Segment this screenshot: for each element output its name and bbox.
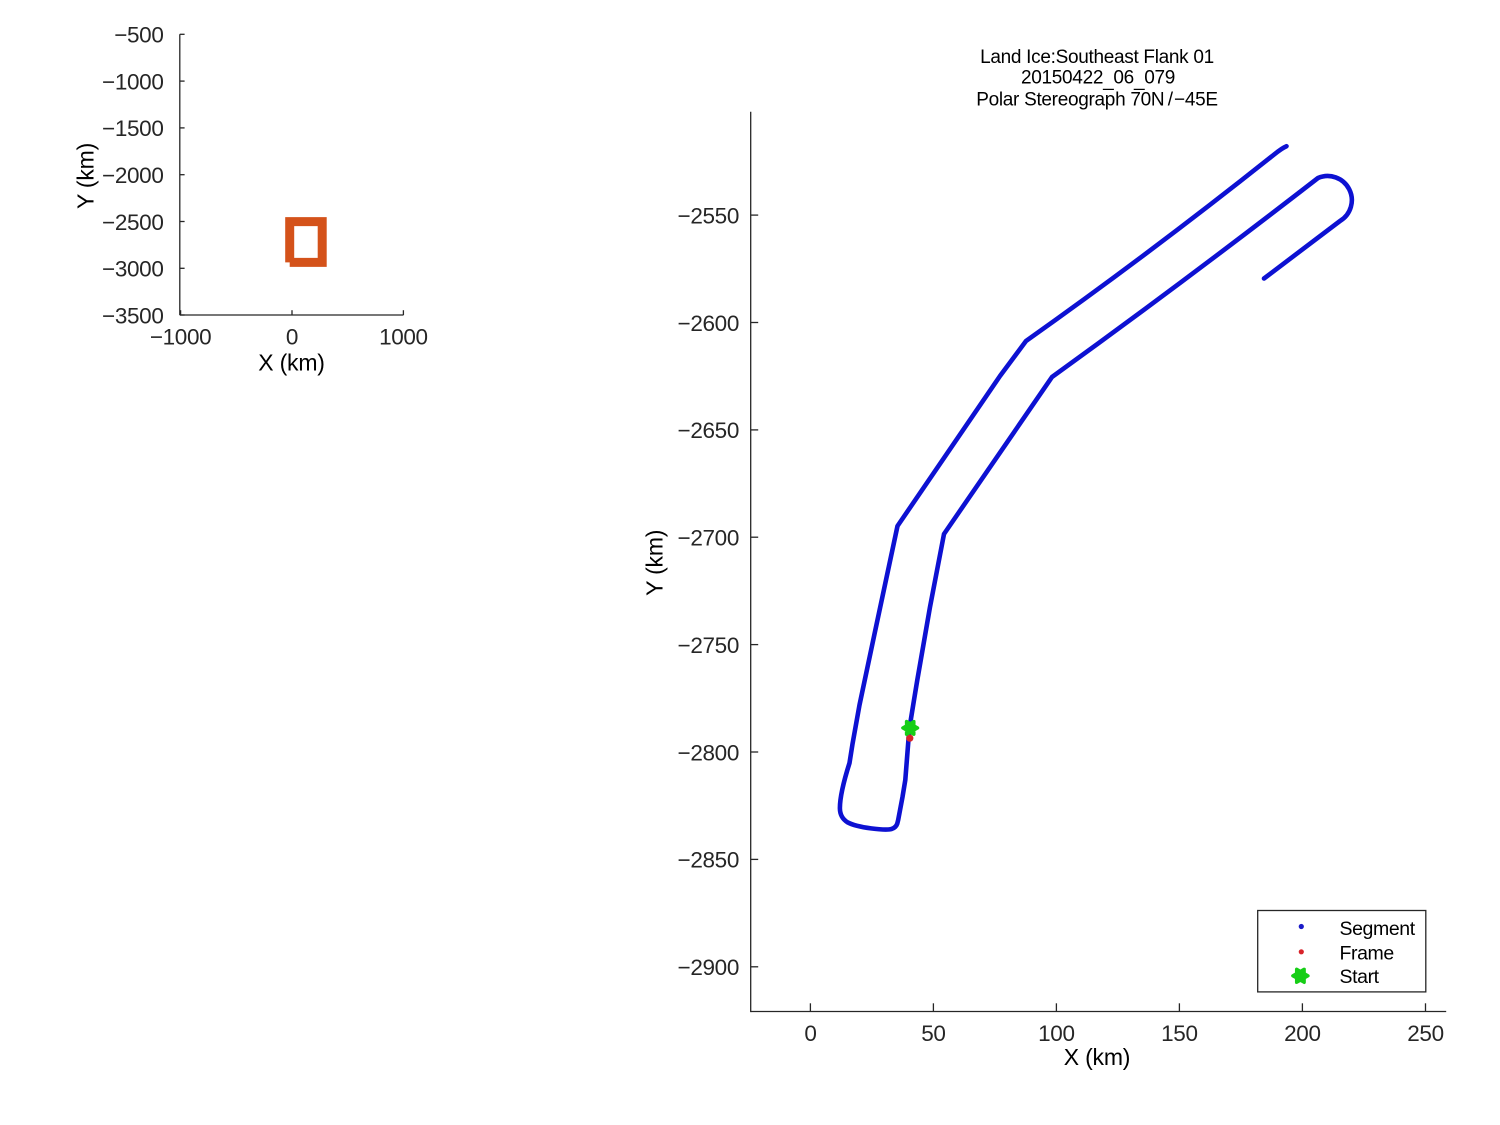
- svg-text:Polar Stereograph 70N / −45E: Polar Stereograph 70N / −45E: [976, 89, 1218, 110]
- svg-text:−3500: −3500: [102, 303, 163, 328]
- svg-text:−2800: −2800: [678, 740, 739, 765]
- svg-text:−2500: −2500: [102, 210, 163, 235]
- svg-text:Land Ice:Southeast Flank 01: Land Ice:Southeast Flank 01: [980, 47, 1214, 68]
- svg-text:−2850: −2850: [678, 848, 739, 873]
- svg-text:−2650: −2650: [678, 418, 739, 443]
- svg-text:−3000: −3000: [102, 257, 163, 282]
- svg-text:−1000: −1000: [150, 325, 211, 350]
- svg-text:−500: −500: [114, 23, 163, 48]
- svg-text:0: 0: [804, 1021, 816, 1046]
- svg-text:−2550: −2550: [678, 203, 739, 228]
- svg-text:250: 250: [1407, 1021, 1444, 1046]
- svg-text:20150422_06_079: 20150422_06_079: [1021, 67, 1175, 91]
- svg-text:Frame: Frame: [1340, 943, 1394, 965]
- svg-text:0: 0: [286, 325, 298, 350]
- svg-text:1000: 1000: [379, 325, 428, 350]
- svg-text:Start: Start: [1340, 966, 1380, 988]
- svg-text:−2000: −2000: [102, 163, 163, 188]
- svg-text:Y (km): Y (km): [72, 143, 98, 209]
- svg-text:−2600: −2600: [678, 311, 739, 336]
- svg-text:50: 50: [921, 1021, 945, 1046]
- svg-text:100: 100: [1038, 1021, 1075, 1046]
- svg-text:X (km): X (km): [258, 350, 325, 376]
- svg-text:Y (km): Y (km): [642, 530, 668, 596]
- svg-text:Segment: Segment: [1340, 918, 1416, 940]
- svg-text:−2900: −2900: [678, 955, 739, 980]
- svg-text:X (km): X (km): [1064, 1044, 1131, 1070]
- svg-text:−2700: −2700: [678, 526, 739, 551]
- svg-text:−2750: −2750: [678, 633, 739, 658]
- svg-text:−1000: −1000: [102, 69, 163, 94]
- svg-text:−1500: −1500: [102, 116, 163, 141]
- svg-text:150: 150: [1161, 1021, 1198, 1046]
- svg-text:200: 200: [1284, 1021, 1321, 1046]
